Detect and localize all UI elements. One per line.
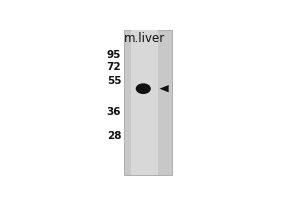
Ellipse shape — [136, 83, 151, 94]
Text: 55: 55 — [107, 76, 121, 86]
Text: 72: 72 — [106, 62, 121, 72]
Bar — [130, 30, 158, 175]
Text: m.liver: m.liver — [124, 32, 165, 45]
Text: 36: 36 — [107, 107, 121, 117]
Bar — [124, 30, 172, 175]
Text: 95: 95 — [107, 50, 121, 60]
Polygon shape — [160, 85, 169, 92]
Text: 28: 28 — [107, 131, 121, 141]
